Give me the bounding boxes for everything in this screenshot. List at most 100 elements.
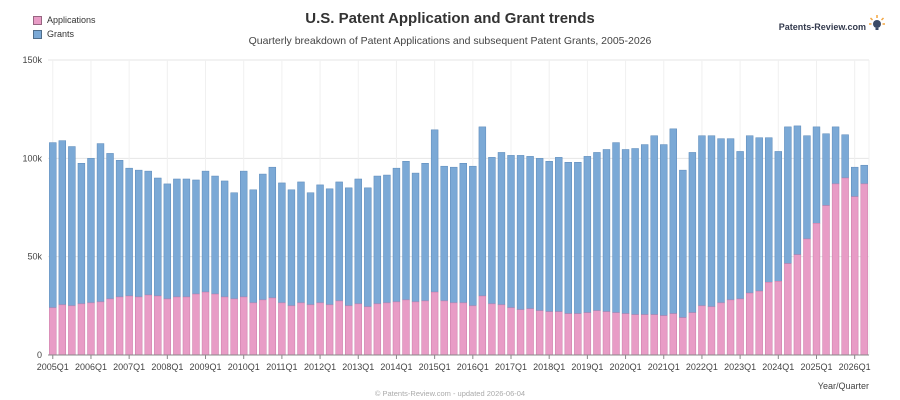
bar-applications-2016Q1[interactable] [469,305,477,356]
bar-grants-2012Q1[interactable] [316,184,324,304]
bar-grants-2011Q3[interactable] [297,181,305,304]
bar-grants-2020Q1[interactable] [621,149,630,314]
bar-grants-2021Q4[interactable] [688,152,697,313]
bar-applications-2010Q3[interactable] [259,299,267,356]
bar-applications-2020Q2[interactable] [631,314,639,356]
bar-grants-2016Q3[interactable] [488,157,496,305]
bar-grants-2005Q1[interactable] [49,142,57,309]
bar-applications-2025Q2[interactable] [822,205,830,356]
bar-applications-2013Q4[interactable] [383,302,391,356]
bar-applications-2011Q1[interactable] [278,302,286,356]
bar-applications-2006Q3[interactable] [106,298,114,356]
bar-grants-2009Q3[interactable] [220,180,229,298]
bar-applications-2014Q3[interactable] [411,301,420,356]
bar-applications-2025Q1[interactable] [812,222,821,356]
bar-grants-2013Q2[interactable] [364,187,372,308]
bar-grants-2007Q4[interactable] [154,177,162,297]
bar-applications-2022Q4[interactable] [726,299,735,356]
bar-grants-2021Q1[interactable] [660,144,668,316]
bar-applications-2011Q2[interactable] [287,305,296,356]
bar-applications-2005Q1[interactable] [49,307,57,356]
bar-applications-2020Q4[interactable] [650,314,658,356]
bar-applications-2014Q4[interactable] [421,300,429,356]
bar-grants-2023Q2[interactable] [745,135,754,294]
bar-grants-2011Q1[interactable] [278,182,286,304]
bar-grants-2005Q4[interactable] [77,163,86,305]
bar-applications-2008Q2[interactable] [173,296,181,356]
bar-applications-2009Q3[interactable] [220,296,229,356]
bar-grants-2009Q2[interactable] [211,175,219,295]
bar-applications-2016Q3[interactable] [488,303,496,356]
bar-grants-2024Q2[interactable] [784,126,792,264]
bar-applications-2010Q4[interactable] [268,297,277,356]
bar-applications-2018Q4[interactable] [574,313,582,356]
bar-applications-2020Q3[interactable] [640,314,649,356]
bar-grants-2021Q2[interactable] [669,128,677,314]
bar-grants-2007Q3[interactable] [144,170,152,296]
bar-grants-2024Q1[interactable] [774,151,782,282]
bar-applications-2022Q2[interactable] [707,306,716,356]
bar-grants-2005Q2[interactable] [58,140,67,306]
bar-grants-2013Q1[interactable] [354,178,362,305]
bar-applications-2012Q1[interactable] [316,302,324,356]
bar-grants-2022Q4[interactable] [726,138,735,301]
bar-applications-2026Q2[interactable] [860,183,868,356]
bar-grants-2023Q3[interactable] [755,137,763,292]
bar-applications-2008Q1[interactable] [163,298,172,356]
bar-applications-2024Q2[interactable] [784,263,792,356]
bar-applications-2026Q1[interactable] [850,196,859,356]
bar-applications-2018Q2[interactable] [555,311,563,356]
bar-applications-2007Q2[interactable] [135,296,143,356]
bar-grants-2025Q1[interactable] [812,126,821,224]
bar-grants-2011Q2[interactable] [287,189,296,307]
bar-applications-2014Q1[interactable] [392,301,401,356]
bar-applications-2017Q2[interactable] [516,309,525,356]
legend-item-applications[interactable]: Applications [33,13,96,27]
bar-applications-2005Q3[interactable] [68,305,76,356]
bar-applications-2021Q4[interactable] [688,312,697,356]
bar-applications-2011Q3[interactable] [297,302,305,356]
bar-applications-2018Q1[interactable] [545,311,553,356]
bar-applications-2021Q1[interactable] [660,315,668,356]
bar-applications-2015Q4[interactable] [459,302,467,356]
bar-grants-2019Q4[interactable] [612,142,620,313]
bar-applications-2018Q3[interactable] [564,313,572,356]
bar-grants-2015Q4[interactable] [459,163,467,304]
bar-applications-2015Q1[interactable] [430,291,439,356]
bar-applications-2020Q1[interactable] [621,313,630,356]
bar-applications-2016Q4[interactable] [497,304,506,356]
bar-applications-2019Q4[interactable] [612,312,620,356]
bar-applications-2011Q4[interactable] [306,304,315,356]
bar-grants-2026Q1[interactable] [850,166,859,197]
bar-applications-2025Q3[interactable] [831,183,840,356]
bar-applications-2006Q1[interactable] [87,302,95,356]
bar-applications-2019Q3[interactable] [602,311,611,356]
bar-grants-2018Q4[interactable] [574,162,582,314]
bar-grants-2024Q3[interactable] [793,125,802,255]
bar-grants-2018Q3[interactable] [564,162,572,314]
bar-applications-2009Q1[interactable] [201,291,210,356]
bar-grants-2020Q2[interactable] [631,148,639,315]
bar-grants-2022Q3[interactable] [717,138,725,304]
legend-item-grants[interactable]: Grants [33,27,96,41]
bar-applications-2021Q3[interactable] [679,317,687,356]
bar-grants-2013Q3[interactable] [373,175,382,305]
bar-applications-2019Q1[interactable] [583,312,592,356]
bar-applications-2010Q2[interactable] [249,302,257,356]
bar-applications-2017Q1[interactable] [507,307,515,356]
bar-applications-2014Q2[interactable] [402,299,410,356]
bar-grants-2024Q4[interactable] [803,135,811,240]
bar-applications-2013Q2[interactable] [364,306,372,356]
bar-applications-2015Q3[interactable] [450,302,458,356]
bar-applications-2007Q1[interactable] [125,295,133,356]
bar-applications-2022Q3[interactable] [717,302,725,356]
bar-applications-2019Q2[interactable] [593,310,601,356]
bar-grants-2006Q3[interactable] [106,153,114,300]
bar-applications-2009Q4[interactable] [230,298,238,356]
bar-grants-2015Q2[interactable] [440,165,448,302]
bar-grants-2021Q3[interactable] [679,169,687,318]
bar-applications-2012Q4[interactable] [345,305,353,356]
bar-grants-2020Q3[interactable] [640,144,649,315]
bar-grants-2006Q2[interactable] [96,143,105,303]
bar-grants-2015Q3[interactable] [450,166,458,304]
